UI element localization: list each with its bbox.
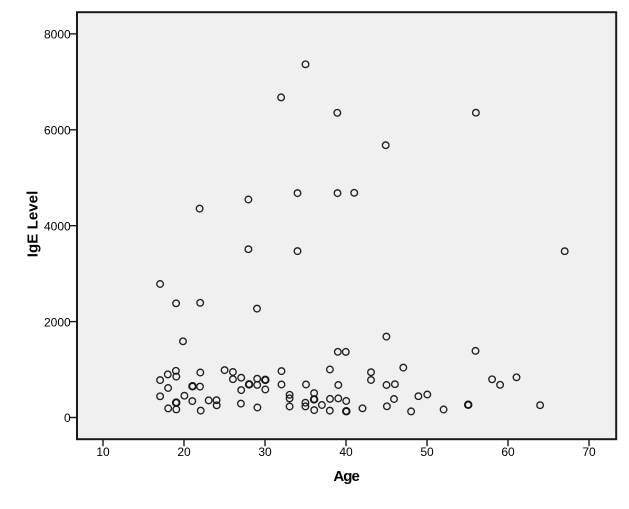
svg-text:70: 70 (582, 445, 596, 459)
svg-text:50: 50 (420, 445, 434, 459)
svg-text:0: 0 (64, 411, 71, 425)
svg-text:Age: Age (333, 468, 360, 485)
svg-text:8000: 8000 (44, 28, 71, 42)
svg-text:4000: 4000 (44, 219, 71, 233)
svg-text:6000: 6000 (44, 124, 71, 138)
svg-text:20: 20 (177, 445, 191, 459)
svg-text:60: 60 (501, 445, 515, 459)
svg-text:10: 10 (96, 445, 110, 459)
svg-text:IgE Level: IgE Level (25, 191, 42, 258)
svg-text:40: 40 (339, 445, 353, 459)
svg-text:2000: 2000 (44, 315, 71, 329)
svg-text:30: 30 (258, 445, 272, 459)
